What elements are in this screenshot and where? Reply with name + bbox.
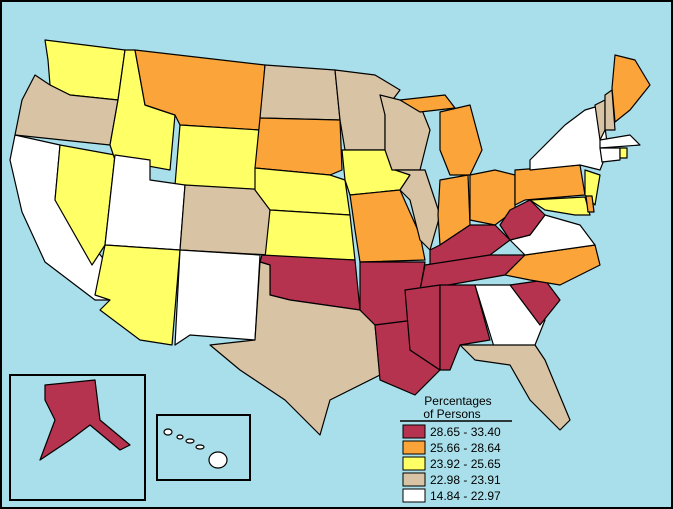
state: [459, 344, 571, 431]
state: [529, 196, 591, 216]
legend-swatch: [402, 424, 426, 439]
legend-swatch: [402, 440, 426, 455]
legend-swatch: [402, 472, 426, 487]
legend-label: 25.66 - 28.64: [430, 441, 501, 455]
state: [264, 209, 356, 261]
state: [619, 147, 628, 159]
state: [209, 261, 381, 436]
state: [54, 144, 116, 266]
legend-title: Percentages: [424, 394, 491, 408]
legend-title: of Persons: [423, 407, 480, 421]
legend-swatch: [402, 456, 426, 471]
states: [9, 39, 651, 469]
legend-label: 22.98 - 23.91: [430, 473, 501, 487]
state: [599, 134, 641, 149]
state: [259, 64, 341, 121]
legend: Percentages of Persons 28.65 - 33.40 25.6…: [400, 394, 512, 503]
alaska-inset: [9, 374, 146, 501]
state: [599, 147, 621, 163]
hawaii-island: [195, 444, 205, 450]
hawaii-island: [185, 438, 195, 444]
state: [174, 124, 261, 191]
state: [254, 117, 343, 176]
state: [179, 184, 271, 256]
legend-label: 23.92 - 25.65: [430, 457, 501, 471]
legend-label: 14.84 - 22.97: [430, 489, 501, 503]
hawaii-inset: [156, 414, 251, 481]
state: [39, 379, 131, 461]
hawaii-island: [208, 451, 228, 469]
state: [585, 195, 595, 213]
legend-label: 28.65 - 33.40: [430, 425, 501, 439]
state: [399, 94, 456, 113]
legend-swatch: [402, 488, 426, 503]
state: [611, 54, 651, 123]
state: [174, 249, 261, 346]
hawaii-island: [176, 434, 184, 440]
state: [509, 279, 561, 326]
state: [394, 169, 441, 251]
hawaii-island: [163, 428, 173, 436]
